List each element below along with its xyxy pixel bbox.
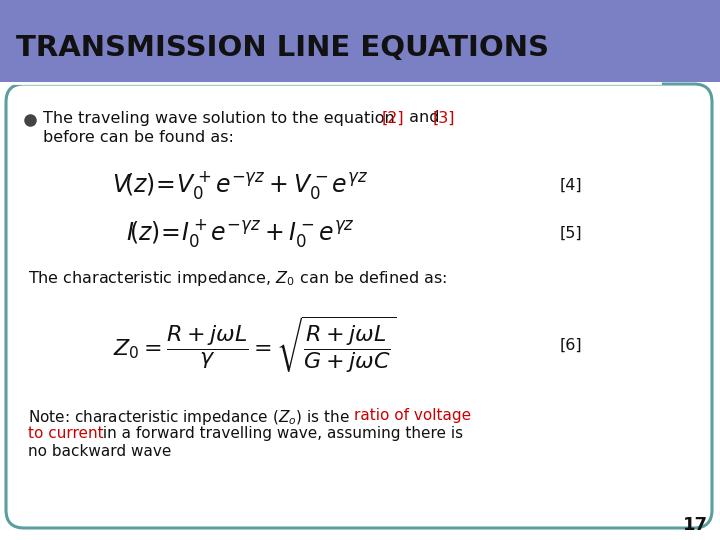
- Text: $V\!\left(z\right)\!=\!V_0^+e^{-\gamma z}+V_0^-e^{\gamma z}$: $V\!\left(z\right)\!=\!V_0^+e^{-\gamma z…: [112, 169, 368, 201]
- Text: [6]: [6]: [560, 338, 582, 353]
- FancyBboxPatch shape: [6, 84, 712, 528]
- Text: in a forward travelling wave, assuming there is: in a forward travelling wave, assuming t…: [98, 426, 463, 441]
- Text: 17: 17: [683, 516, 708, 534]
- Text: Note: characteristic impedance ($Z_o$) is the: Note: characteristic impedance ($Z_o$) i…: [28, 408, 351, 427]
- Text: The characteristic impedance, $Z_0$ can be defined as:: The characteristic impedance, $Z_0$ can …: [28, 268, 447, 287]
- Text: ratio of voltage: ratio of voltage: [354, 408, 471, 423]
- Text: to current: to current: [28, 426, 104, 441]
- Text: The traveling wave solution to the equation: The traveling wave solution to the equat…: [43, 111, 400, 125]
- Text: [4]: [4]: [560, 178, 582, 192]
- Text: [5]: [5]: [560, 226, 582, 240]
- Text: TRANSMISSION LINE EQUATIONS: TRANSMISSION LINE EQUATIONS: [16, 34, 549, 62]
- Text: and: and: [404, 111, 445, 125]
- Text: [2]: [2]: [382, 111, 405, 125]
- Text: [3]: [3]: [433, 111, 456, 125]
- Text: no backward wave: no backward wave: [28, 444, 171, 459]
- Text: $Z_0 = \dfrac{R+j\omega L}{\gamma} = \sqrt{\dfrac{R+j\omega L}{G+j\omega C}}$: $Z_0 = \dfrac{R+j\omega L}{\gamma} = \sq…: [113, 315, 397, 375]
- Text: before can be found as:: before can be found as:: [43, 130, 234, 145]
- Text: $I\!\left(z\right)\!=\!I_0^+e^{-\gamma z}+I_0^-e^{\gamma z}$: $I\!\left(z\right)\!=\!I_0^+e^{-\gamma z…: [125, 217, 354, 249]
- FancyBboxPatch shape: [0, 0, 720, 82]
